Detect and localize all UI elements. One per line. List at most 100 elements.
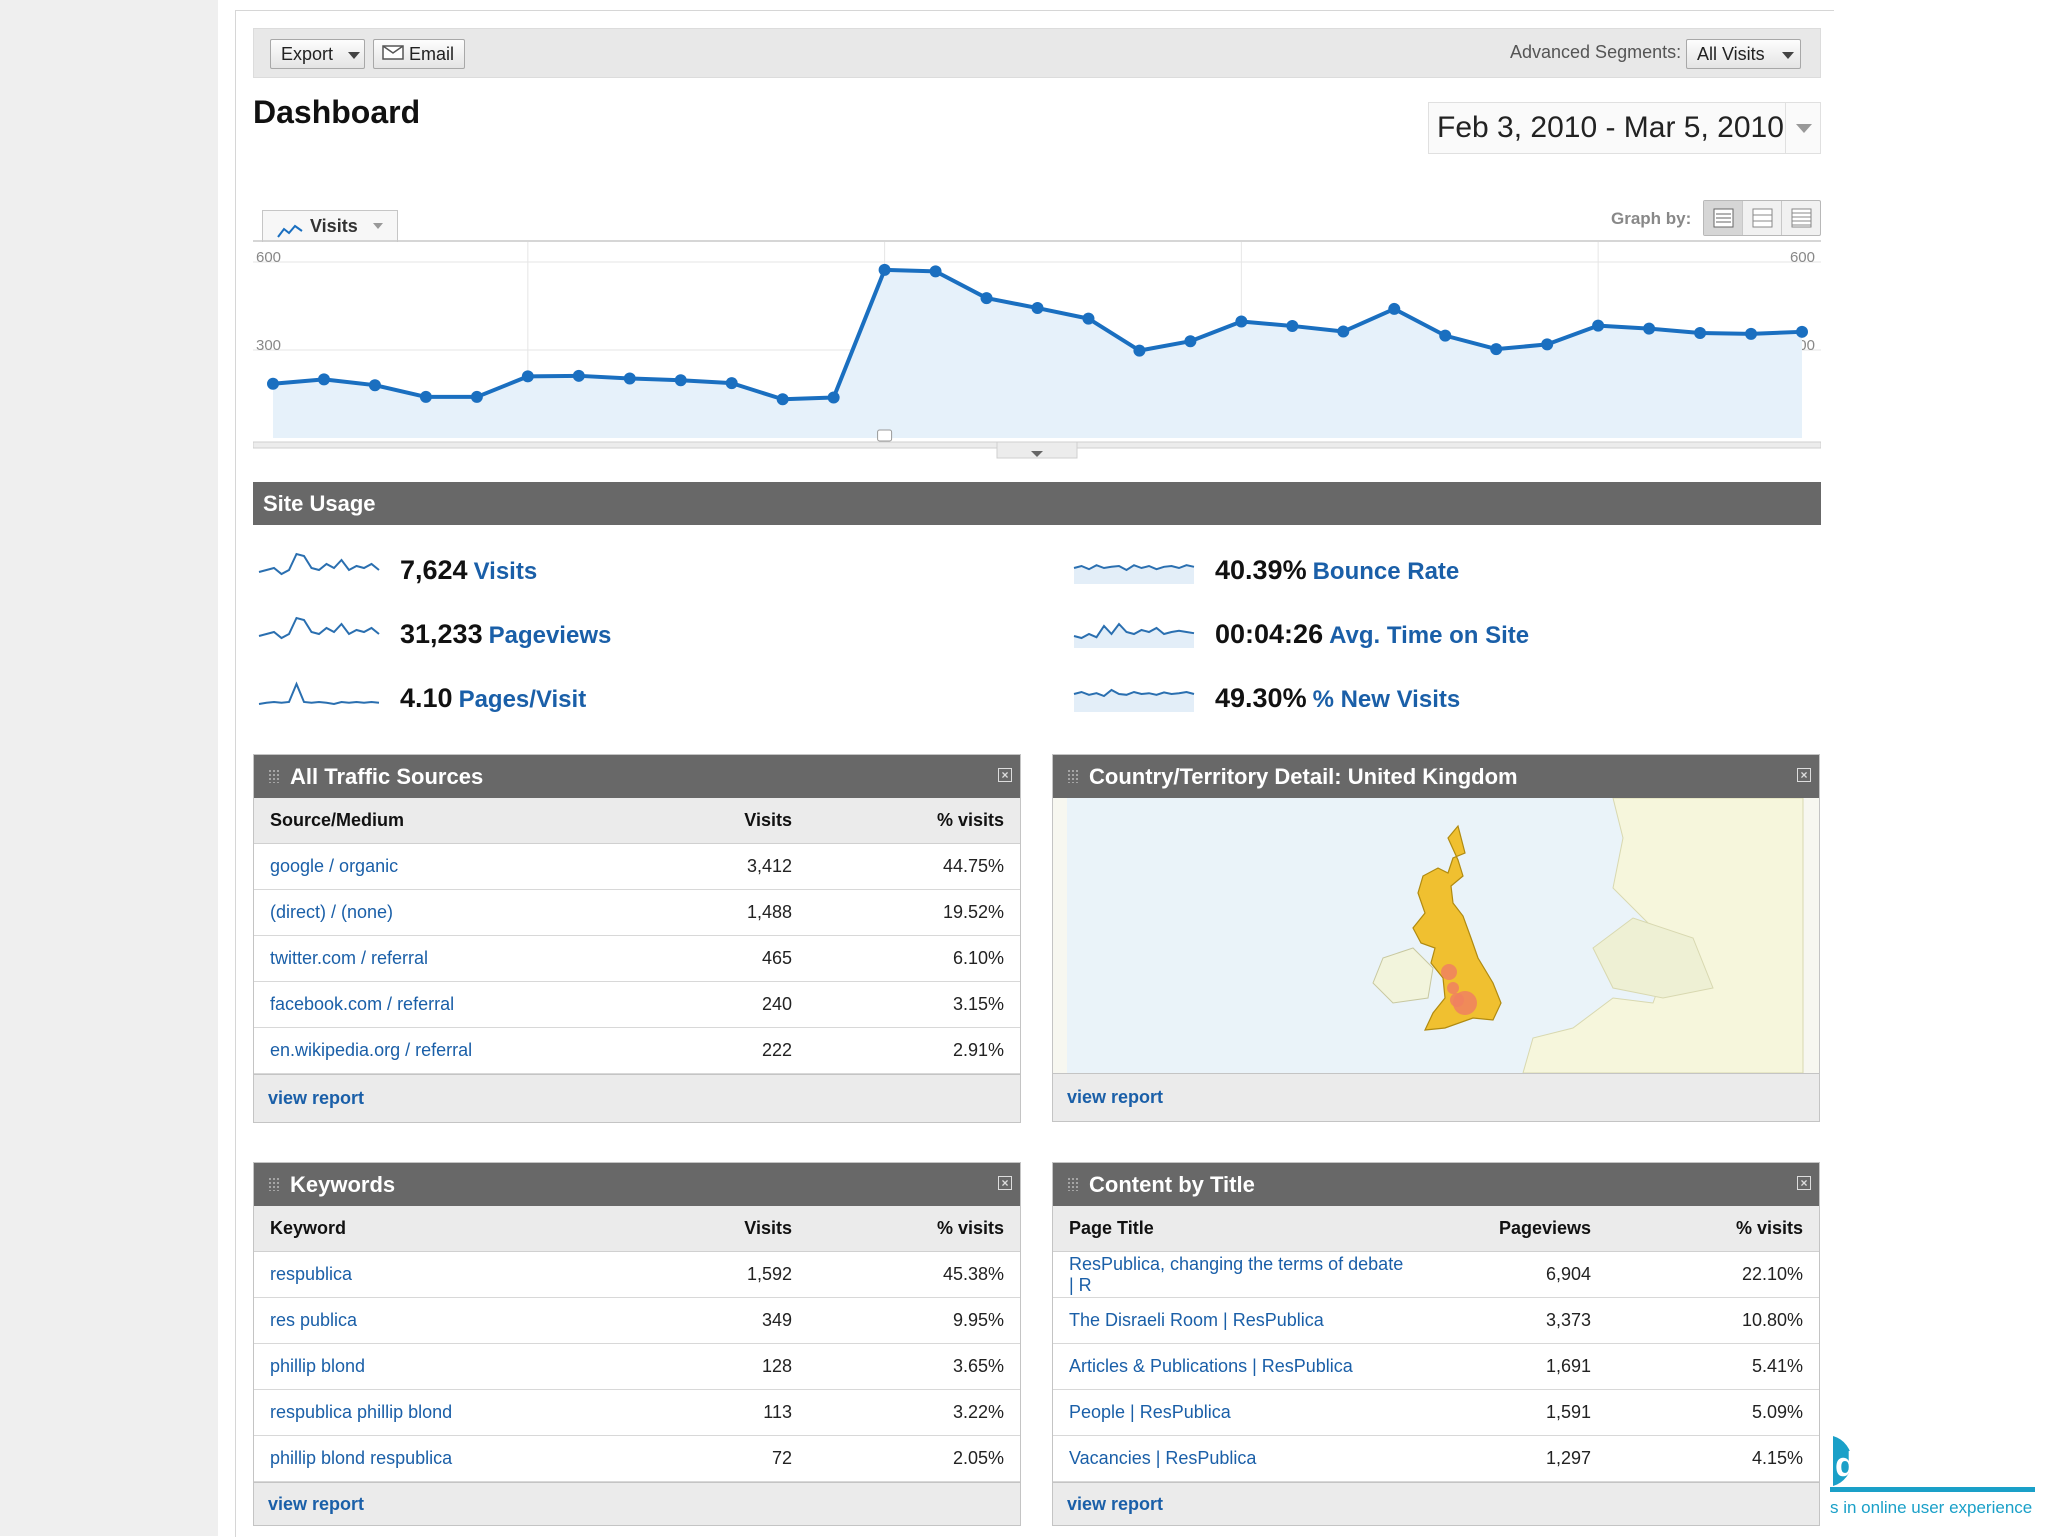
drag-handle-icon[interactable] bbox=[1067, 769, 1079, 783]
visits-point bbox=[1031, 302, 1044, 315]
traffic-sources-header[interactable]: All Traffic Sources × bbox=[254, 755, 1020, 798]
row-link[interactable]: respublica bbox=[254, 1251, 626, 1298]
graph-by-week-button[interactable] bbox=[1743, 201, 1782, 235]
view-report-link[interactable]: view report bbox=[254, 1482, 1020, 1525]
usage-metric: 49.30%% New Visits bbox=[1215, 678, 1460, 718]
drag-handle-icon[interactable] bbox=[268, 769, 280, 783]
keywords-header[interactable]: Keywords × bbox=[254, 1163, 1020, 1206]
visits-point bbox=[470, 390, 483, 403]
export-button[interactable]: Export bbox=[270, 39, 365, 69]
metric-link[interactable]: Avg. Time on Site bbox=[1329, 622, 1530, 649]
day-icon bbox=[1713, 208, 1734, 228]
email-label: Email bbox=[409, 44, 455, 64]
drag-handle-icon[interactable] bbox=[268, 1177, 280, 1191]
sparkline bbox=[258, 552, 380, 576]
drag-handle-icon[interactable] bbox=[1067, 1177, 1079, 1191]
visits-point bbox=[1796, 325, 1808, 338]
y-tick-label: 300 bbox=[256, 337, 281, 354]
visits-point bbox=[878, 263, 891, 276]
row-link[interactable]: twitter.com / referral bbox=[254, 935, 626, 982]
date-range-picker[interactable]: Feb 3, 2010 - Mar 5, 2010 bbox=[1428, 102, 1821, 154]
sparkline-line bbox=[1073, 622, 1195, 640]
column-header: % visits bbox=[808, 798, 1020, 844]
metric-selector[interactable]: Visits bbox=[262, 210, 398, 242]
column-header: Pageviews bbox=[1425, 1206, 1607, 1252]
column-header: Keyword bbox=[254, 1206, 626, 1252]
site-usage-title: Site Usage bbox=[263, 491, 376, 516]
country-detail-header[interactable]: Country/Territory Detail: United Kingdom… bbox=[1053, 755, 1819, 798]
map-marker[interactable] bbox=[1447, 982, 1459, 994]
visits-area bbox=[273, 269, 1802, 438]
content-header[interactable]: Content by Title × bbox=[1053, 1163, 1819, 1206]
row-link[interactable]: respublica phillip blond bbox=[254, 1389, 626, 1436]
table-cell: 72 bbox=[626, 1435, 808, 1482]
graph-by-day-button[interactable] bbox=[1704, 201, 1743, 235]
table-cell: 465 bbox=[626, 935, 808, 982]
visits-chart: Feb 8Feb 15Feb 22Mar 1600600300300 bbox=[252, 240, 1822, 462]
close-icon[interactable]: × bbox=[1797, 1176, 1811, 1190]
table-row: en.wikipedia.org / referral 222 2.91% bbox=[254, 1027, 1020, 1074]
left-margin bbox=[0, 0, 218, 1536]
row-link[interactable]: phillip blond respublica bbox=[254, 1435, 626, 1482]
map-marker[interactable] bbox=[1450, 993, 1464, 1007]
view-report-link[interactable]: view report bbox=[254, 1074, 1020, 1122]
segment-select[interactable]: All Visits bbox=[1686, 39, 1801, 69]
table-cell: 1,592 bbox=[626, 1251, 808, 1298]
chevron-down-icon bbox=[348, 51, 361, 59]
date-range-dropdown[interactable] bbox=[1785, 103, 1820, 153]
uk-map-svg bbox=[1067, 798, 1804, 1073]
visits-point bbox=[1082, 312, 1095, 325]
month-icon bbox=[1791, 208, 1812, 228]
row-link[interactable]: ResPublica, changing the terms of debate… bbox=[1053, 1251, 1425, 1298]
keywords-panel: Keywords × Keyword Visits % visits respu… bbox=[253, 1162, 1021, 1526]
traffic-sources-title: All Traffic Sources bbox=[290, 764, 484, 789]
keywords-table: Keyword Visits % visits respublica 1,592 4… bbox=[254, 1206, 1020, 1482]
row-link[interactable]: en.wikipedia.org / referral bbox=[254, 1027, 626, 1074]
table-row: respublica phillip blond 113 3.22% bbox=[254, 1389, 1020, 1436]
row-link[interactable]: People | ResPublica bbox=[1053, 1389, 1425, 1436]
y-tick-label: 600 bbox=[1790, 249, 1815, 266]
close-icon[interactable]: × bbox=[998, 768, 1012, 782]
column-header: Page Title bbox=[1053, 1206, 1425, 1252]
uk-map[interactable] bbox=[1053, 798, 1819, 1073]
metric-link[interactable]: Bounce Rate bbox=[1312, 558, 1460, 585]
metric-link[interactable]: Visits bbox=[473, 558, 538, 585]
table-cell: 3.22% bbox=[808, 1389, 1020, 1436]
metric-value: 7,624 bbox=[400, 555, 468, 585]
row-link[interactable]: Articles & Publications | ResPublica bbox=[1053, 1343, 1425, 1390]
table-cell: 6.10% bbox=[808, 935, 1020, 982]
sparkline bbox=[1073, 564, 1195, 584]
metric-link[interactable]: Pageviews bbox=[488, 622, 612, 649]
table-cell: 5.41% bbox=[1607, 1343, 1819, 1390]
map-marker[interactable] bbox=[1441, 964, 1457, 980]
metric-value: 40.39% bbox=[1215, 555, 1307, 585]
row-link[interactable]: google / organic bbox=[254, 843, 626, 890]
metric-selector-label: Visits bbox=[310, 216, 358, 236]
table-row: Vacancies | ResPublica 1,297 4.15% bbox=[1053, 1435, 1819, 1482]
traffic-sources-panel: All Traffic Sources × Source/Medium Visi… bbox=[253, 754, 1021, 1123]
envelope-icon bbox=[382, 40, 404, 68]
close-icon[interactable]: × bbox=[1797, 768, 1811, 782]
email-button[interactable]: Email bbox=[373, 39, 465, 69]
usage-metric: 7,624 Visits bbox=[400, 550, 537, 590]
view-report-link[interactable]: view report bbox=[1053, 1482, 1819, 1525]
graph-by-month-button[interactable] bbox=[1782, 201, 1821, 235]
content-title: Content by Title bbox=[1089, 1172, 1255, 1197]
view-report-link[interactable]: view report bbox=[1053, 1073, 1819, 1121]
metric-link[interactable]: % New Visits bbox=[1312, 686, 1461, 713]
visits-point bbox=[1694, 326, 1707, 339]
metric-value: 49.30% bbox=[1215, 683, 1307, 713]
row-link[interactable]: (direct) / (none) bbox=[254, 889, 626, 936]
line-chart-icon bbox=[277, 218, 303, 248]
table-row: respublica 1,592 45.38% bbox=[254, 1251, 1020, 1298]
metric-link[interactable]: Pages/Visit bbox=[458, 686, 587, 713]
close-icon[interactable]: × bbox=[998, 1176, 1012, 1190]
row-link[interactable]: res publica bbox=[254, 1297, 626, 1344]
visits-point bbox=[1592, 319, 1605, 332]
row-link[interactable]: Vacancies | ResPublica bbox=[1053, 1435, 1425, 1482]
sparkline-line bbox=[258, 552, 380, 576]
segment-value: All Visits bbox=[1697, 44, 1765, 64]
row-link[interactable]: The Disraeli Room | ResPublica bbox=[1053, 1297, 1425, 1344]
row-link[interactable]: phillip blond bbox=[254, 1343, 626, 1390]
row-link[interactable]: facebook.com / referral bbox=[254, 981, 626, 1028]
